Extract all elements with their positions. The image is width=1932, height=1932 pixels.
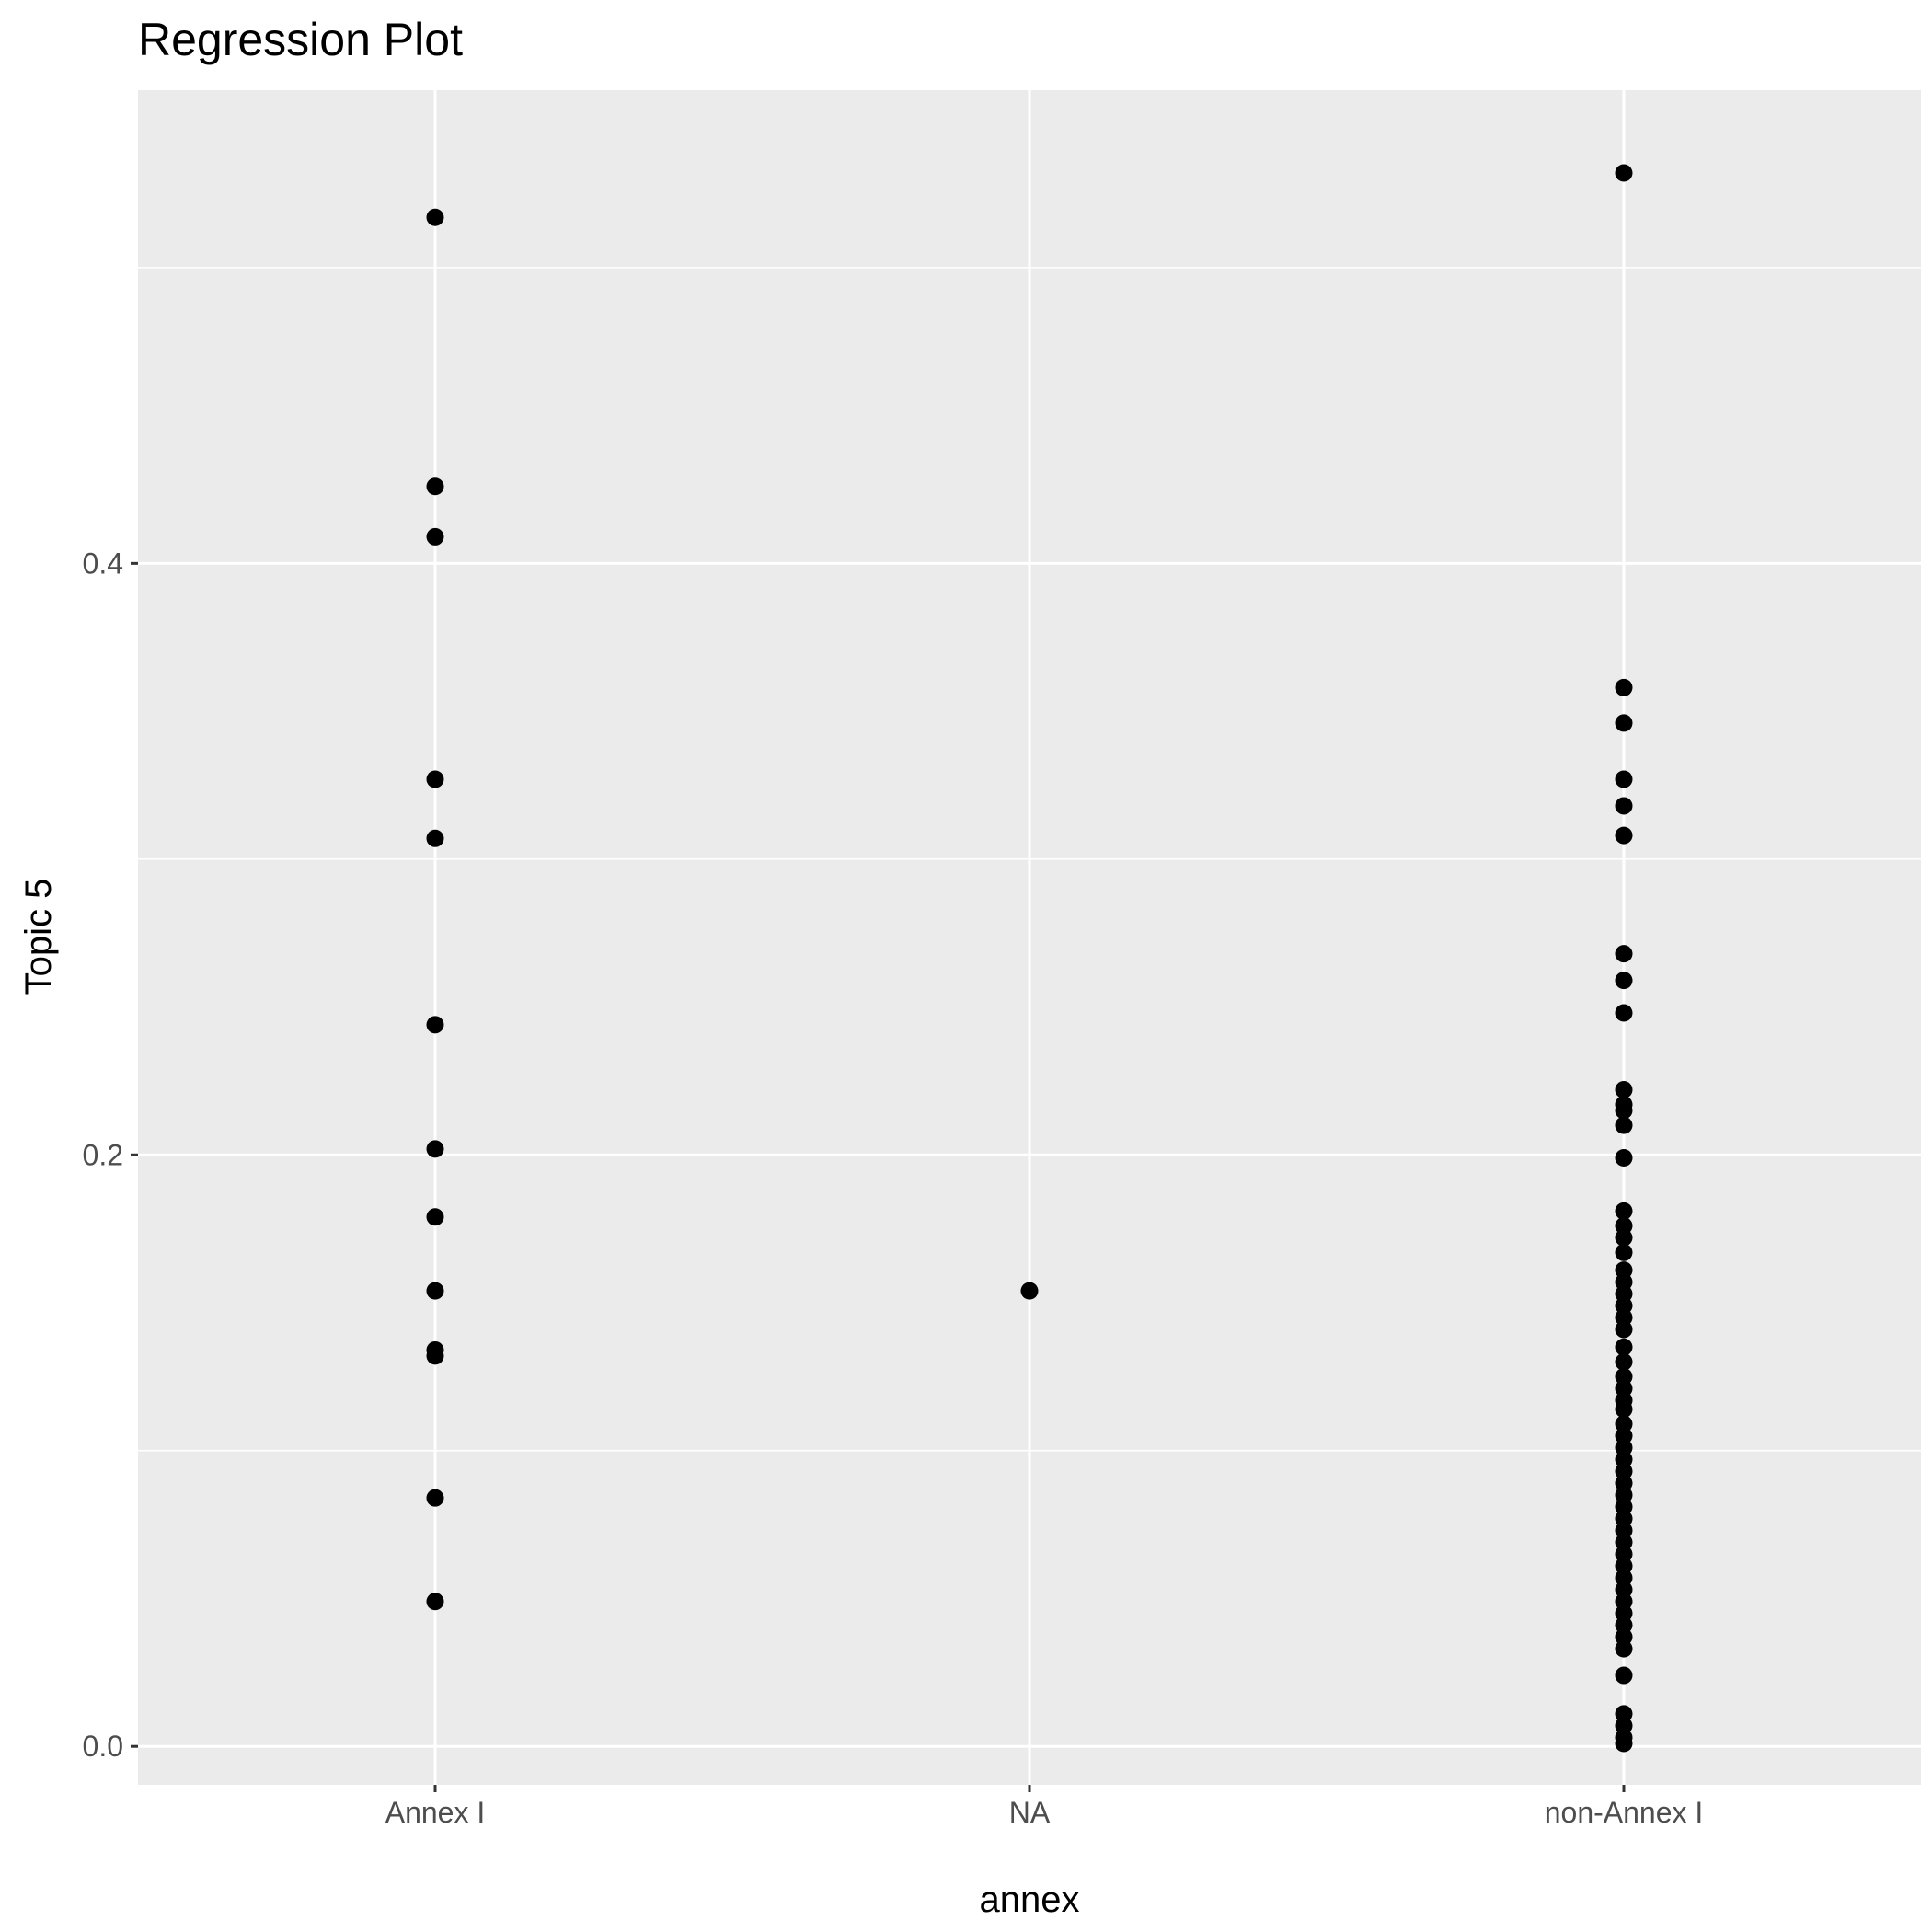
data-point bbox=[1615, 1352, 1633, 1371]
data-point bbox=[1615, 1320, 1633, 1339]
data-point bbox=[1615, 1639, 1633, 1658]
data-point bbox=[426, 1489, 444, 1507]
data-point bbox=[426, 1282, 444, 1300]
data-point bbox=[1615, 714, 1633, 732]
y-tick-label: 0.2 bbox=[83, 1138, 123, 1171]
x-tick-label: NA bbox=[1009, 1796, 1051, 1829]
chart-title: Regression Plot bbox=[138, 14, 463, 65]
data-point bbox=[1615, 1228, 1633, 1247]
x-axis: Annex I NA non-Annex I bbox=[385, 1785, 1704, 1829]
data-point bbox=[1615, 797, 1633, 815]
data-point bbox=[1615, 1101, 1633, 1120]
data-point bbox=[426, 1140, 444, 1158]
y-tick-label: 0.0 bbox=[83, 1730, 123, 1763]
data-points bbox=[426, 164, 1633, 1753]
y-tick-label: 0.4 bbox=[83, 546, 123, 580]
data-point bbox=[426, 527, 444, 546]
x-tick-label: non-Annex I bbox=[1545, 1796, 1704, 1829]
data-point bbox=[426, 829, 444, 847]
data-point bbox=[1615, 1116, 1633, 1134]
data-point bbox=[1615, 1243, 1633, 1261]
data-point bbox=[1615, 1734, 1633, 1753]
data-point bbox=[426, 1016, 444, 1034]
data-point bbox=[1615, 1004, 1633, 1022]
data-point bbox=[426, 770, 444, 788]
x-tick-label: Annex I bbox=[385, 1796, 486, 1829]
data-point bbox=[1615, 770, 1633, 788]
data-point bbox=[1615, 1081, 1633, 1099]
data-point bbox=[426, 208, 444, 226]
data-point bbox=[1615, 826, 1633, 845]
data-point bbox=[426, 1347, 444, 1365]
data-point bbox=[1615, 1400, 1633, 1419]
data-point bbox=[1615, 945, 1633, 963]
data-point bbox=[1615, 1338, 1633, 1356]
data-point bbox=[1020, 1282, 1039, 1300]
data-point bbox=[426, 477, 444, 496]
data-point bbox=[1615, 1666, 1633, 1685]
data-point bbox=[1615, 164, 1633, 182]
y-axis: 0.0 0.2 0.4 bbox=[83, 546, 138, 1763]
data-point bbox=[1615, 972, 1633, 990]
data-point bbox=[1615, 1202, 1633, 1220]
data-point bbox=[1615, 1148, 1633, 1167]
data-point bbox=[426, 1208, 444, 1226]
data-point bbox=[1615, 678, 1633, 696]
y-axis-title: Topic 5 bbox=[18, 879, 59, 995]
x-axis-title: annex bbox=[980, 1880, 1080, 1920]
data-point bbox=[426, 1593, 444, 1611]
